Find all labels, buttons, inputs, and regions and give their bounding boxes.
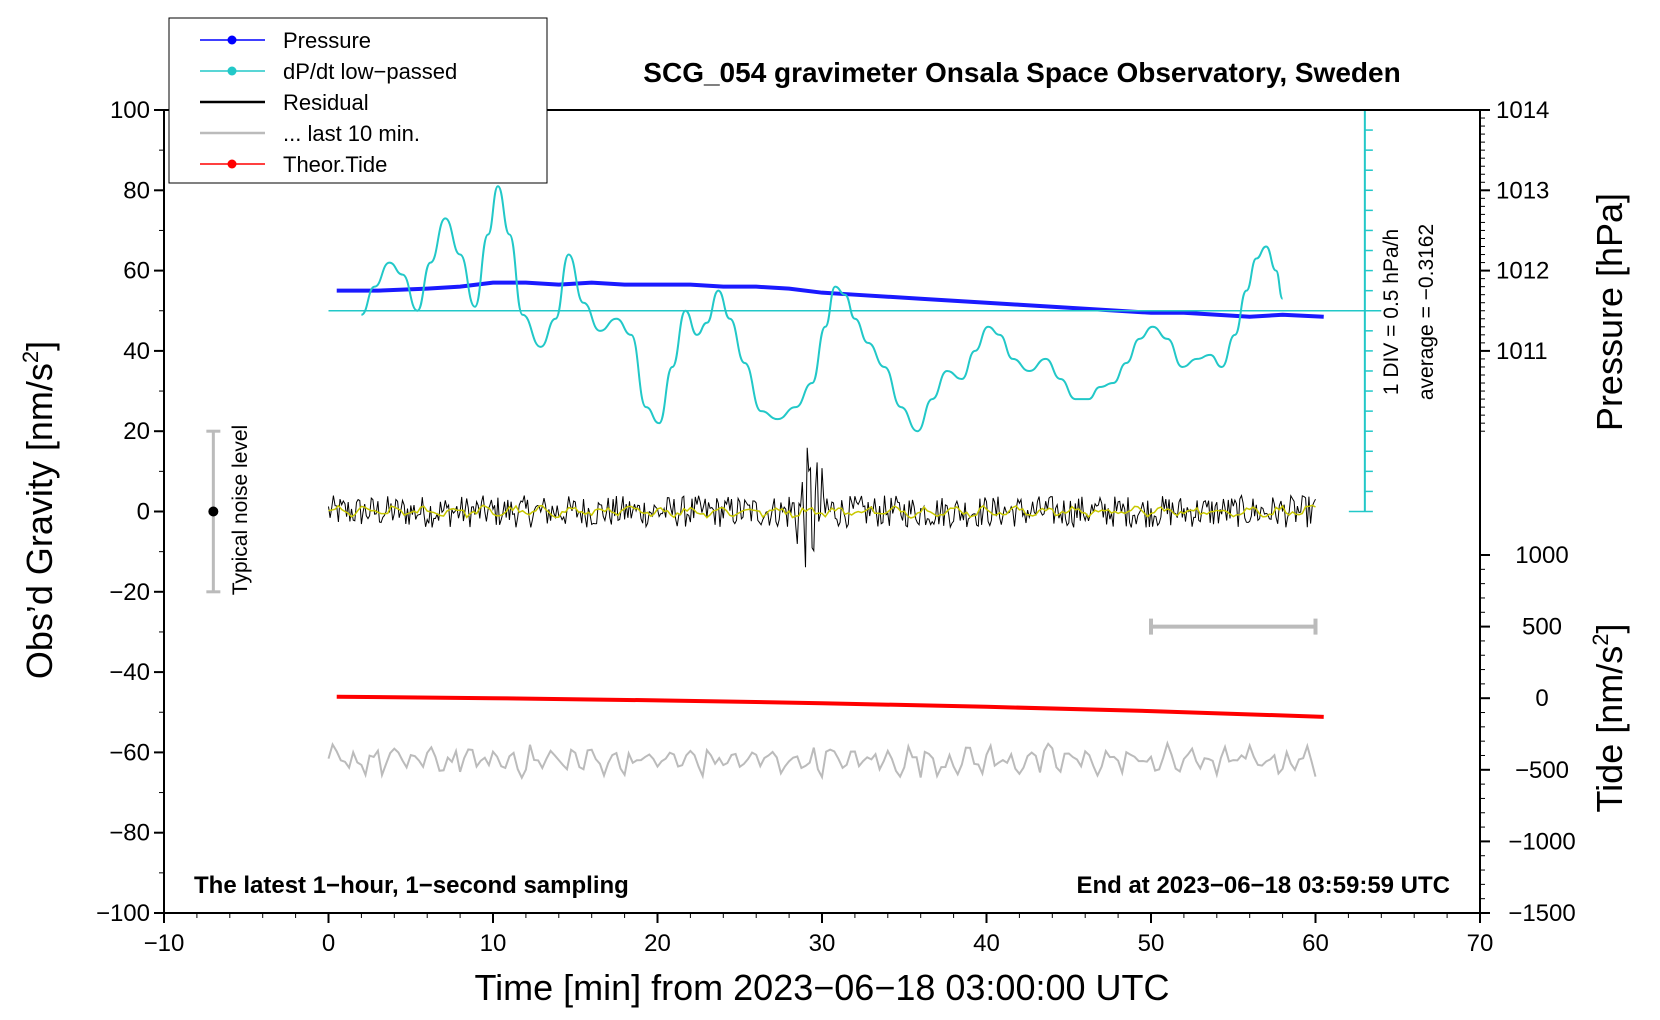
legend-box [168,17,548,184]
tide-tick-label: −1000 [1508,828,1575,855]
tide-line [336,694,1324,719]
residual-line [328,447,1316,568]
y-tick-label: −60 [109,739,150,766]
pressure-tick-label: 1013 [1496,177,1549,204]
dpdt-average-label: average = −0.3162 [1415,224,1438,400]
legend-label: Pressure [283,28,371,53]
y-tick-label: 100 [110,97,150,124]
y-axis-label-pressure: Pressure [hPa] [1589,193,1630,431]
legend: Pressure dP/dt low−passed Residual ... last… [168,17,548,184]
legend-label: dP/dt low−passed [283,59,457,84]
pressure-tick-label: 1012 [1496,258,1549,285]
tide-tick-label: 1000 [1515,542,1568,569]
tide-tick-label: −1500 [1508,900,1575,927]
chart-title: SCG_054 gravimeter Onsala Space Observat… [643,57,1400,88]
series-group [327,185,1324,781]
x-tick-label: 70 [1467,930,1494,957]
pressure-line [336,280,1324,319]
tide-tick-label: −500 [1515,757,1569,784]
y-tick-label: 60 [123,258,150,285]
x-tick-label: 0 [322,930,335,957]
pressure-tick-label: 1011 [1496,338,1548,365]
y-axis-label-tide: Tide [nm/s2] [1588,624,1630,813]
x-tick-label: −10 [144,930,185,957]
tide-tick-label: 0 [1535,685,1548,712]
plot-frame [163,109,1481,914]
y-tick-label: −80 [109,820,150,847]
y-axis-label-left: Obs’d Gravity [nm/s2] [18,341,60,679]
residual-smoothed-line [328,504,1316,519]
note-end-time: End at 2023−06−18 03:59:59 UTC [1076,872,1450,899]
x-tick-label: 50 [1138,930,1165,957]
x-tick-label: 60 [1302,930,1329,957]
y-tick-label: −40 [109,659,150,686]
legend-marker [227,66,237,76]
x-tick-label: 20 [644,930,671,957]
legend-marker [227,35,237,45]
y-tick-label: 40 [123,338,150,365]
y-tick-label: −20 [109,579,150,606]
legend-label: ... last 10 min. [283,121,420,146]
pressure-tick-label: 1014 [1496,97,1549,124]
dpdt-scale-label: 1 DIV = 0.5 hPa/h [1380,229,1403,395]
legend-label: Theor.Tide [283,152,387,177]
legend-label: Residual [283,90,369,115]
note-sampling: The latest 1−hour, 1−second sampling [194,872,629,899]
tide-tick-label: 500 [1522,614,1562,641]
y-tick-label: 20 [123,418,150,445]
last-10min-line [327,740,1317,781]
x-tick-label: 40 [973,930,1000,957]
tick-marks: −10 0 10 20 30 40 50 60 70−100−80−60−40−20020406… [96,97,1576,957]
x-tick-label: 30 [809,930,836,957]
noise-level-label: Typical noise level [229,425,252,595]
y-tick-label: 0 [137,499,150,526]
annotation-group [206,109,1382,635]
x-tick-label: 10 [480,930,507,957]
dpdt-line [360,185,1284,433]
y-tick-label: 80 [123,177,150,204]
y-tick-label: −100 [96,900,150,927]
noise-bar-dot [208,506,219,517]
x-axis-label: Time [min] from 2023−06−18 03:00:00 UTC [474,967,1169,1008]
legend-marker [227,159,237,169]
